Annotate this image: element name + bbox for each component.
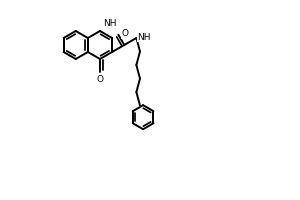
Text: O: O bbox=[97, 75, 104, 84]
Text: NH: NH bbox=[103, 19, 116, 28]
Text: NH: NH bbox=[137, 32, 151, 42]
Text: O: O bbox=[121, 29, 128, 38]
